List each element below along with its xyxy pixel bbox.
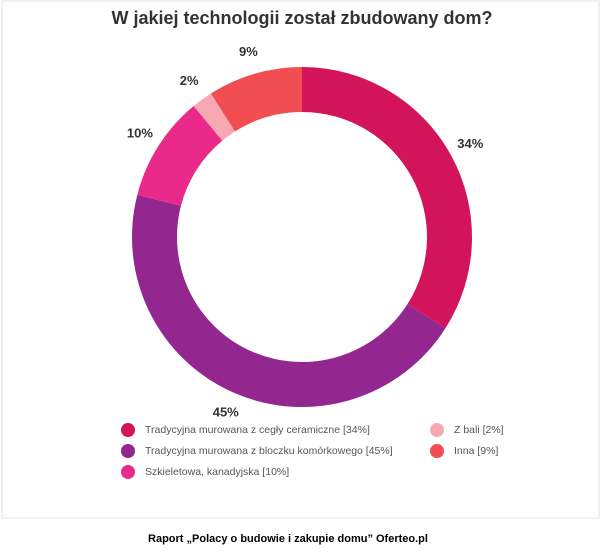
legend-label: Szkieletowa, kanadyjska [10%] <box>145 466 289 478</box>
legend-swatch <box>430 423 444 437</box>
slice <box>137 106 223 206</box>
legend-label: Inna [9%] <box>454 445 498 457</box>
value-label: 2% <box>180 73 199 88</box>
source: Raport „Polacy o budowie i zakupie domu”… <box>148 533 428 545</box>
legend-label: Tradycyjna murowana z cegły ceramiczne [… <box>145 424 370 436</box>
legend-swatch <box>121 444 135 458</box>
slice <box>132 194 446 407</box>
chart-title: W jakiej technologii został zbudowany do… <box>111 8 492 28</box>
value-label: 34% <box>457 136 483 151</box>
slice <box>302 67 472 329</box>
slice <box>210 67 302 132</box>
value-label: 10% <box>127 126 153 141</box>
legend-label: Z bali [2%] <box>454 424 504 436</box>
value-label: 45% <box>213 405 239 420</box>
value-label: 9% <box>239 44 258 59</box>
legend-swatch <box>430 444 444 458</box>
legend-swatch <box>121 423 135 437</box>
legend-swatch <box>121 465 135 479</box>
legend-label: Tradycyjna murowana z bloczku komórkoweg… <box>145 445 393 457</box>
slice <box>193 93 236 141</box>
